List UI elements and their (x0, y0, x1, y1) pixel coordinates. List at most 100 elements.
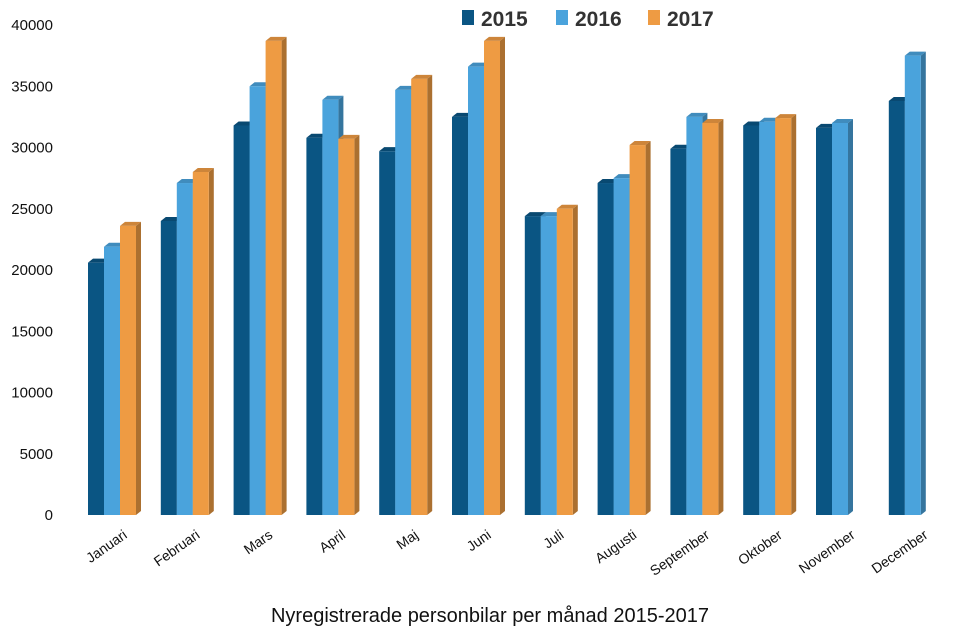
bar-2017-juli (556, 204, 578, 515)
y-axis: 0 5000 10000 15000 20000 25000 30000 35000 40000 (11, 17, 53, 524)
bar-front (265, 40, 282, 516)
bar-front (484, 40, 500, 516)
bar-side (848, 119, 853, 515)
bar-front (775, 118, 792, 515)
legend-swatch (648, 10, 660, 25)
y-tick-label: 10000 (11, 385, 53, 402)
bar-front (629, 145, 646, 516)
bar-top (702, 119, 724, 123)
bar-front (176, 183, 193, 515)
bar-front (306, 137, 323, 515)
x-tick-label: Januari (83, 526, 130, 565)
chart-title: Nyregistrerade personbilar per månad 201… (271, 605, 709, 627)
x-tick-label: Mars (241, 526, 276, 557)
y-tick-label: 35000 (11, 78, 53, 95)
y-tick-label: 25000 (11, 201, 53, 218)
bar-top (888, 96, 910, 101)
bar-top (176, 179, 198, 184)
bar-front (686, 116, 703, 515)
bar-top (192, 168, 214, 172)
x-axis: Januari Februari Mars April Maj Juni Juli Augus… (83, 526, 931, 579)
bar-front (613, 178, 630, 515)
bar-front (904, 55, 921, 515)
bar-side (136, 221, 141, 515)
bar-front (468, 66, 484, 516)
bar-front (759, 121, 776, 516)
bar-side (427, 74, 433, 516)
bar-top (686, 112, 708, 117)
legend-swatch (462, 10, 474, 25)
bar-front (411, 78, 428, 516)
bar-side (500, 36, 505, 516)
bar-2017-augusti (629, 141, 651, 516)
legend-swatch (556, 10, 568, 25)
bar-front (322, 99, 339, 515)
bar-front (338, 138, 355, 516)
bar-side (572, 204, 578, 515)
y-tick-label: 30000 (11, 140, 53, 157)
bar-front (670, 148, 687, 515)
bar-top (411, 74, 433, 79)
bar-2017-april (338, 134, 360, 516)
x-tick-label: Augusti (592, 526, 639, 566)
bar-front (743, 125, 760, 515)
bar-side (920, 51, 926, 515)
bar-top (484, 36, 505, 41)
bar-front (192, 172, 209, 515)
bar-top (160, 217, 182, 221)
bar-2016-december (904, 51, 926, 515)
bar-top (540, 212, 562, 217)
bar-front (249, 86, 266, 515)
legend-item-2016: 2016 (556, 8, 622, 31)
bar-top (775, 114, 797, 119)
x-tick-label: Maj (393, 526, 421, 552)
bar-front (524, 216, 541, 515)
bar-top (379, 147, 401, 152)
bar-2017-mars (265, 36, 287, 516)
bar-top (338, 134, 360, 139)
bar-front (104, 246, 120, 515)
bar-side (645, 141, 651, 516)
bar-top (743, 121, 765, 126)
y-tick-label: 5000 (20, 446, 53, 463)
bar-front (556, 208, 573, 515)
bar-side (791, 114, 797, 515)
bar-side (718, 119, 724, 515)
bar-top (613, 174, 635, 179)
bar-top (816, 123, 837, 128)
bar-front (395, 89, 412, 516)
x-tick-label: December (868, 526, 930, 576)
bar-2016-november (832, 119, 853, 515)
bar-2017-maj (411, 74, 433, 516)
bar-top (904, 51, 926, 56)
bar-top (322, 95, 344, 100)
y-tick-label: 20000 (11, 262, 53, 279)
bar-top (629, 141, 651, 146)
bar-front (832, 123, 848, 515)
bar-top (88, 258, 109, 263)
bar-top (670, 144, 692, 149)
bar-front (540, 216, 557, 515)
x-tick-label: April (316, 526, 348, 555)
y-tick-label: 40000 (11, 17, 53, 34)
bar-top (524, 212, 546, 217)
bar-side (208, 168, 214, 515)
x-tick-label: Februari (151, 526, 203, 569)
bar-front (233, 125, 250, 515)
x-tick-label: Juni (464, 526, 494, 554)
bar-top (233, 121, 255, 126)
bar-top (265, 36, 287, 41)
bar-front (702, 123, 719, 515)
bar-2017-januari (120, 221, 141, 515)
bar-front (120, 225, 136, 515)
bars (88, 36, 926, 516)
bar-front (379, 151, 396, 516)
x-tick-label: Oktober (735, 526, 785, 568)
bar-front (88, 262, 104, 515)
bar-front (452, 116, 468, 515)
bar-top (832, 119, 853, 123)
bar-top (597, 179, 619, 184)
bar-front (160, 221, 177, 515)
bar-top (395, 85, 417, 90)
